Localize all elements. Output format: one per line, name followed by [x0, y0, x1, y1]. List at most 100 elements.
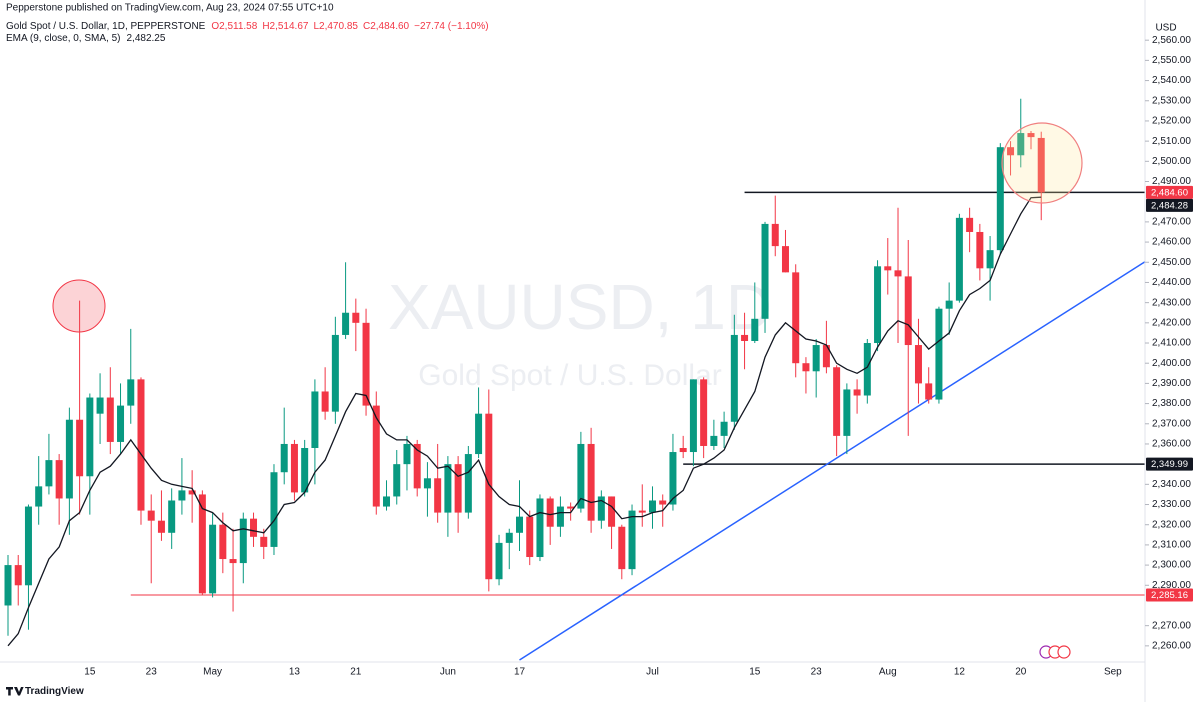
candle-body	[178, 490, 186, 501]
candle-body	[209, 524, 217, 594]
y-tick-label: 2,320.00	[1152, 519, 1191, 530]
y-tick-label: 2,300.00	[1152, 560, 1191, 571]
candle-body	[669, 452, 677, 505]
symbol-title: Gold Spot / U.S. Dollar, 1D, PEPPERSTONE	[6, 21, 206, 32]
x-tick-label: 15	[749, 667, 761, 678]
candle-body	[301, 448, 309, 493]
plot-area	[4, 98, 1145, 661]
candle-body	[843, 389, 851, 436]
candle-body	[76, 419, 84, 477]
y-tick-label: 2,270.00	[1152, 620, 1191, 631]
candle-body	[1007, 147, 1015, 156]
y-tick-label: 2,560.00	[1152, 35, 1191, 46]
y-tick-label: 2,430.00	[1152, 297, 1191, 308]
candle-body	[55, 460, 63, 499]
candle-body	[168, 500, 176, 533]
y-tick-label: 2,470.00	[1152, 217, 1191, 228]
price-label-box	[1146, 198, 1193, 212]
candle-body	[955, 217, 963, 301]
candle-body	[833, 367, 841, 436]
candle-body	[35, 486, 43, 507]
ohlc-value: C2,484.60	[363, 21, 410, 32]
x-tick-label: 23	[811, 667, 823, 678]
y-tick-label: 2,500.00	[1152, 156, 1191, 167]
y-tick-label: 2,440.00	[1152, 277, 1191, 288]
candle-body	[628, 510, 636, 570]
candle-body	[96, 397, 104, 414]
candle-body	[659, 500, 667, 505]
candle-body	[505, 532, 513, 543]
candle-body	[137, 379, 145, 511]
candle-body	[495, 542, 503, 580]
candle-body	[648, 500, 656, 513]
candle-body	[117, 405, 125, 442]
ohlc-value: O2,511.58	[211, 21, 257, 32]
y-tick-label: 2,540.00	[1152, 75, 1191, 86]
candle-body	[618, 526, 626, 570]
candle-body	[24, 506, 32, 586]
candle-body	[720, 421, 728, 436]
candle-body	[147, 510, 155, 521]
candle-body	[587, 443, 595, 521]
candle-body	[45, 460, 53, 487]
y-tick-label: 2,530.00	[1152, 95, 1191, 106]
candle-body	[812, 345, 820, 372]
published-note: Pepperstone published on TradingView.com…	[6, 3, 334, 14]
price-label: 2,285.16	[1151, 590, 1188, 601]
candle-body	[526, 516, 534, 558]
y-tick-label: 2,450.00	[1152, 257, 1191, 268]
candle-body	[280, 443, 288, 473]
candle-body	[689, 379, 697, 453]
candle-body	[290, 443, 298, 493]
indicator-legend: EMA (9, close, 0, SMA, 5) 2,482.25	[6, 33, 166, 44]
ohlc-value: L2,470.85	[313, 21, 358, 32]
candle-body	[925, 383, 933, 400]
candle-body	[383, 496, 391, 507]
symbol-legend: Gold Spot / U.S. Dollar, 1D, PEPPERSTONE…	[6, 21, 489, 32]
y-tick-label: 2,370.00	[1152, 418, 1191, 429]
candle-body	[792, 272, 800, 364]
candle-body	[342, 312, 350, 335]
y-tick-label: 2,400.00	[1152, 358, 1191, 369]
currency: USD	[1155, 23, 1176, 34]
candle-body	[556, 506, 564, 527]
y-tick-label: 2,410.00	[1152, 338, 1191, 349]
candle-body	[239, 518, 247, 564]
candle-body	[229, 559, 237, 564]
x-tick-label: 12	[954, 667, 966, 678]
y-tick-label: 2,460.00	[1152, 237, 1191, 248]
candle-body	[546, 498, 554, 527]
candle-body	[372, 405, 380, 507]
brand: TradingView	[6, 686, 84, 697]
y-tick-label: 2,340.00	[1152, 479, 1191, 490]
candle-body	[884, 266, 892, 271]
ohlc-change: −27.74 (−1.10%)	[414, 21, 489, 32]
candle-body	[270, 472, 278, 547]
x-tick-label: 21	[350, 667, 362, 678]
candle-body	[250, 518, 258, 537]
y-tick-label: 2,490.00	[1152, 176, 1191, 187]
y-tick-label: 2,260.00	[1152, 640, 1191, 651]
y-tick-label: 2,290.00	[1152, 580, 1191, 591]
candle-body	[567, 506, 575, 509]
candle-body	[86, 397, 94, 477]
candle-body	[403, 443, 411, 465]
candle-body	[976, 231, 984, 269]
highlight-circle	[52, 279, 106, 333]
axes: 2,560.00 2,550.00 2,540.00 2,530.00 2,520.00…	[84, 35, 1193, 678]
y-tick-label: 2,330.00	[1152, 499, 1191, 510]
candle-body	[700, 379, 708, 446]
annotations	[52, 122, 1083, 659]
candle-body	[996, 147, 1004, 251]
candle-body	[1027, 133, 1035, 138]
event-icon[interactable]	[1057, 645, 1071, 659]
candle-body	[188, 490, 196, 495]
candle-body	[352, 312, 360, 323]
candle-body	[966, 217, 974, 232]
y-tick-label: 2,510.00	[1152, 136, 1191, 147]
candle-body	[710, 435, 718, 446]
candle-body	[4, 565, 12, 606]
candle-body	[423, 478, 431, 489]
candle-body	[198, 494, 206, 594]
